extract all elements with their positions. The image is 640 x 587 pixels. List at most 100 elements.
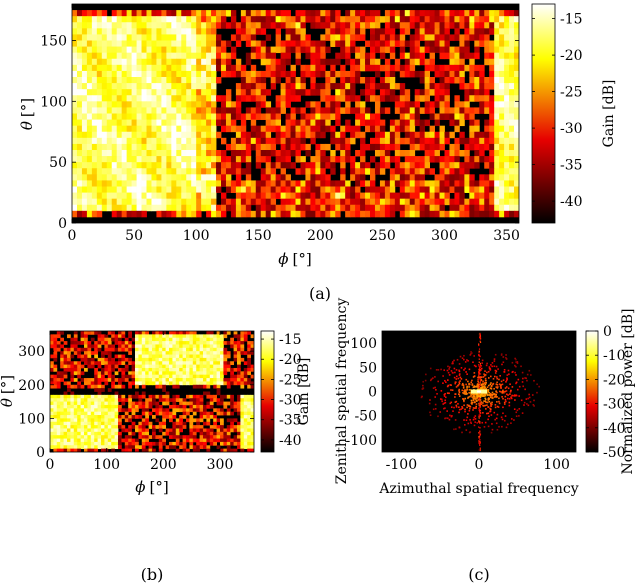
heatmap-cell — [101, 448, 105, 452]
heatmap-cell — [63, 347, 68, 352]
heatmap-cell — [247, 404, 251, 409]
heatmap-cell — [76, 192, 83, 200]
heatmap-cell — [128, 408, 132, 413]
heatmap-cell — [81, 34, 88, 41]
heatmap-cell — [365, 40, 371, 47]
heatmap-cell — [240, 337, 245, 342]
heatmap-cell — [206, 125, 212, 133]
heatmap-cell — [189, 331, 194, 335]
heatmap-cell — [96, 64, 103, 72]
colorbar-tick-label: -35 — [560, 158, 583, 174]
heatmap-cell — [350, 95, 356, 102]
spectrum-point — [420, 396, 423, 399]
heatmap-cell — [389, 131, 396, 139]
heatmap-cell — [135, 445, 139, 450]
heatmap-cell — [429, 22, 435, 29]
heatmap-cell — [101, 371, 105, 376]
heatmap-cell — [126, 40, 132, 47]
heatmap-cell — [434, 131, 440, 139]
heatmap-cell — [484, 52, 490, 60]
x-axis-label: ϕ [°] — [278, 250, 311, 268]
heatmap-cell — [101, 408, 105, 413]
heatmap-cell — [355, 192, 361, 200]
heatmap-cell — [136, 174, 142, 181]
heatmap-cell — [96, 28, 103, 35]
heatmap-cell — [169, 418, 173, 423]
heatmap-cell — [389, 77, 396, 84]
spectrum-point — [477, 396, 479, 399]
heatmap-cell — [94, 354, 98, 359]
spectrum-point — [493, 365, 496, 368]
heatmap-cell — [104, 445, 109, 450]
heatmap-cell — [235, 64, 242, 72]
heatmap-cell — [90, 401, 95, 406]
heatmap-cell — [94, 341, 98, 345]
heatmap-cell — [365, 52, 371, 60]
heatmap-cell — [156, 58, 162, 66]
heatmap-cell — [216, 357, 221, 362]
heatmap-cell — [182, 378, 187, 382]
heatmap-cell — [97, 438, 102, 443]
heatmap-cell — [444, 52, 450, 60]
heatmap-cell — [399, 28, 406, 35]
heatmap-cell — [280, 137, 286, 145]
heatmap-cell — [121, 70, 128, 78]
heatmap-cell — [172, 357, 177, 362]
spectrum-point — [480, 395, 483, 397]
heatmap-cell — [419, 89, 426, 96]
heatmap-cell — [148, 401, 153, 406]
heatmap-cell — [121, 180, 128, 187]
heatmap-cell — [111, 22, 118, 29]
heatmap-cell — [72, 52, 78, 60]
heatmap-cell — [169, 404, 173, 409]
heatmap-cell — [131, 168, 137, 175]
spectrum-point — [491, 362, 494, 364]
heatmap-cell — [172, 354, 177, 359]
heatmap-cell — [429, 210, 435, 218]
heatmap-cell — [128, 415, 132, 419]
heatmap-cell — [81, 40, 88, 47]
heatmap-cell — [145, 364, 149, 369]
heatmap-cell — [444, 198, 450, 206]
heatmap-cell — [94, 388, 98, 392]
heatmap-cell — [166, 83, 172, 90]
heatmap-cell — [474, 83, 480, 90]
heatmap-cell — [240, 438, 245, 443]
heatmap-cell — [116, 162, 123, 169]
heatmap-cell — [464, 83, 470, 90]
heatmap-cell — [84, 408, 88, 413]
heatmap-cell — [330, 95, 336, 102]
heatmap-cell — [265, 101, 272, 108]
heatmap-cell — [67, 415, 71, 419]
heatmap-cell — [209, 404, 214, 409]
heatmap-cell — [111, 89, 118, 96]
heatmap-cell — [107, 411, 112, 416]
heatmap-cell — [124, 448, 129, 452]
heatmap-cell — [379, 168, 386, 175]
heatmap-cell — [295, 204, 301, 212]
heatmap-cell — [325, 58, 331, 66]
heatmap-cell — [181, 95, 187, 102]
heatmap-cell — [106, 186, 113, 193]
spectrum-point — [469, 389, 472, 391]
heatmap-cell — [152, 347, 156, 352]
heatmap-cell — [106, 180, 113, 187]
heatmap-cell — [101, 143, 108, 151]
heatmap-cell — [209, 347, 214, 352]
heatmap-cell — [280, 40, 286, 47]
heatmap-cell — [250, 428, 254, 433]
heatmap-cell — [226, 364, 231, 369]
heatmap-cell — [152, 428, 156, 433]
heatmap-cell — [165, 401, 170, 406]
heatmap-cell — [171, 10, 177, 17]
heatmap-cell — [255, 52, 262, 60]
heatmap-cell — [179, 367, 183, 372]
heatmap-cell — [114, 415, 119, 419]
heatmap-cell — [223, 428, 228, 433]
heatmap-cell — [479, 77, 485, 84]
heatmap-cell — [310, 168, 316, 175]
heatmap-cell — [270, 58, 277, 66]
heatmap-cell — [424, 70, 430, 78]
heatmap-cell — [444, 150, 450, 157]
heatmap-cell — [216, 418, 221, 423]
